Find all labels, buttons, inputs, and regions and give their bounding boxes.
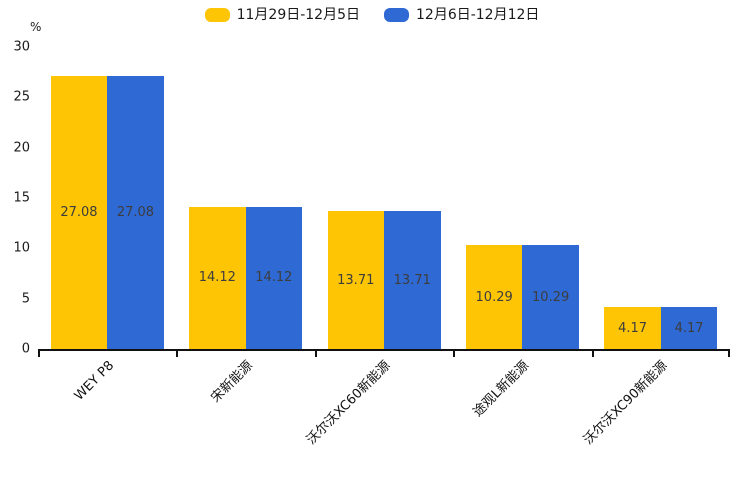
legend-item-series-1[interactable]: 11月29日-12月5日: [204, 7, 360, 23]
bar-series-2: 27.08: [107, 76, 164, 349]
x-axis-tick: [176, 351, 179, 357]
bar-value-label: 4.17: [618, 320, 648, 336]
x-axis-tick: [453, 351, 456, 357]
bar-value-label: 10.29: [532, 289, 570, 305]
y-tick-label: 15: [13, 190, 30, 206]
legend-item-series-2[interactable]: 12月6日-12月12日: [384, 8, 539, 22]
legend-label: 12月6日-12月12日: [416, 7, 540, 23]
legend-label: 11月29日-12月5日: [236, 7, 360, 23]
x-axis-tick: [728, 351, 730, 357]
bar-value-label: 27.08: [60, 205, 98, 221]
bar-value-label: 13.71: [393, 272, 431, 288]
y-tick-label: 25: [13, 89, 30, 105]
y-tick-label: 30: [13, 39, 30, 55]
bar-value-label: 27.08: [116, 205, 155, 221]
bar-series-2: 10.29: [522, 245, 579, 349]
y-tick-label: 5: [21, 291, 30, 307]
x-axis-tick: [314, 351, 317, 357]
x-category-label: 沃尔沃XC60新能源: [304, 358, 394, 448]
x-axis-tick: [38, 351, 40, 357]
bar-value-label: 14.12: [255, 270, 293, 286]
bar-series-2: 13.71: [384, 211, 441, 349]
bar-series-1: 14.12: [189, 206, 246, 349]
y-tick-label: 10: [13, 240, 30, 256]
bar-series-2: 4.17: [660, 307, 718, 349]
x-category-label: 途观L新能源: [470, 358, 533, 420]
bar-series-1: 4.17: [604, 307, 661, 349]
x-axis-tick: [591, 351, 594, 357]
bar-value-label: 13.71: [337, 272, 375, 288]
x-category-label: WEY P8: [71, 358, 118, 404]
y-axis-unit-label: %: [30, 20, 42, 34]
bar-series-1: 10.29: [465, 245, 523, 349]
bar-value-label: 14.12: [198, 270, 236, 286]
legend-swatch-icon: [204, 8, 230, 22]
chart-legend: 11月29日-12月5日 12月6日-12月12日: [0, 8, 744, 22]
bar-value-label: 10.29: [475, 289, 513, 305]
legend-swatch-icon: [384, 8, 409, 22]
bar-value-label: 4.17: [674, 320, 704, 336]
bar-series-1: 13.71: [327, 211, 384, 349]
y-tick-label: 20: [13, 140, 30, 156]
x-category-label: 宋新能源: [208, 358, 256, 406]
y-tick-label: 0: [21, 341, 30, 357]
plot-area: 0 5 10 15 20 25 30 27.08 27.08 WEY P8 14.12 14.12 宋新…: [13, 41, 730, 448]
bar-series-2: 14.12: [245, 206, 303, 349]
bar-series-1: 27.08: [50, 76, 108, 349]
x-category-label: 沃尔沃XC90新能源: [581, 358, 671, 448]
